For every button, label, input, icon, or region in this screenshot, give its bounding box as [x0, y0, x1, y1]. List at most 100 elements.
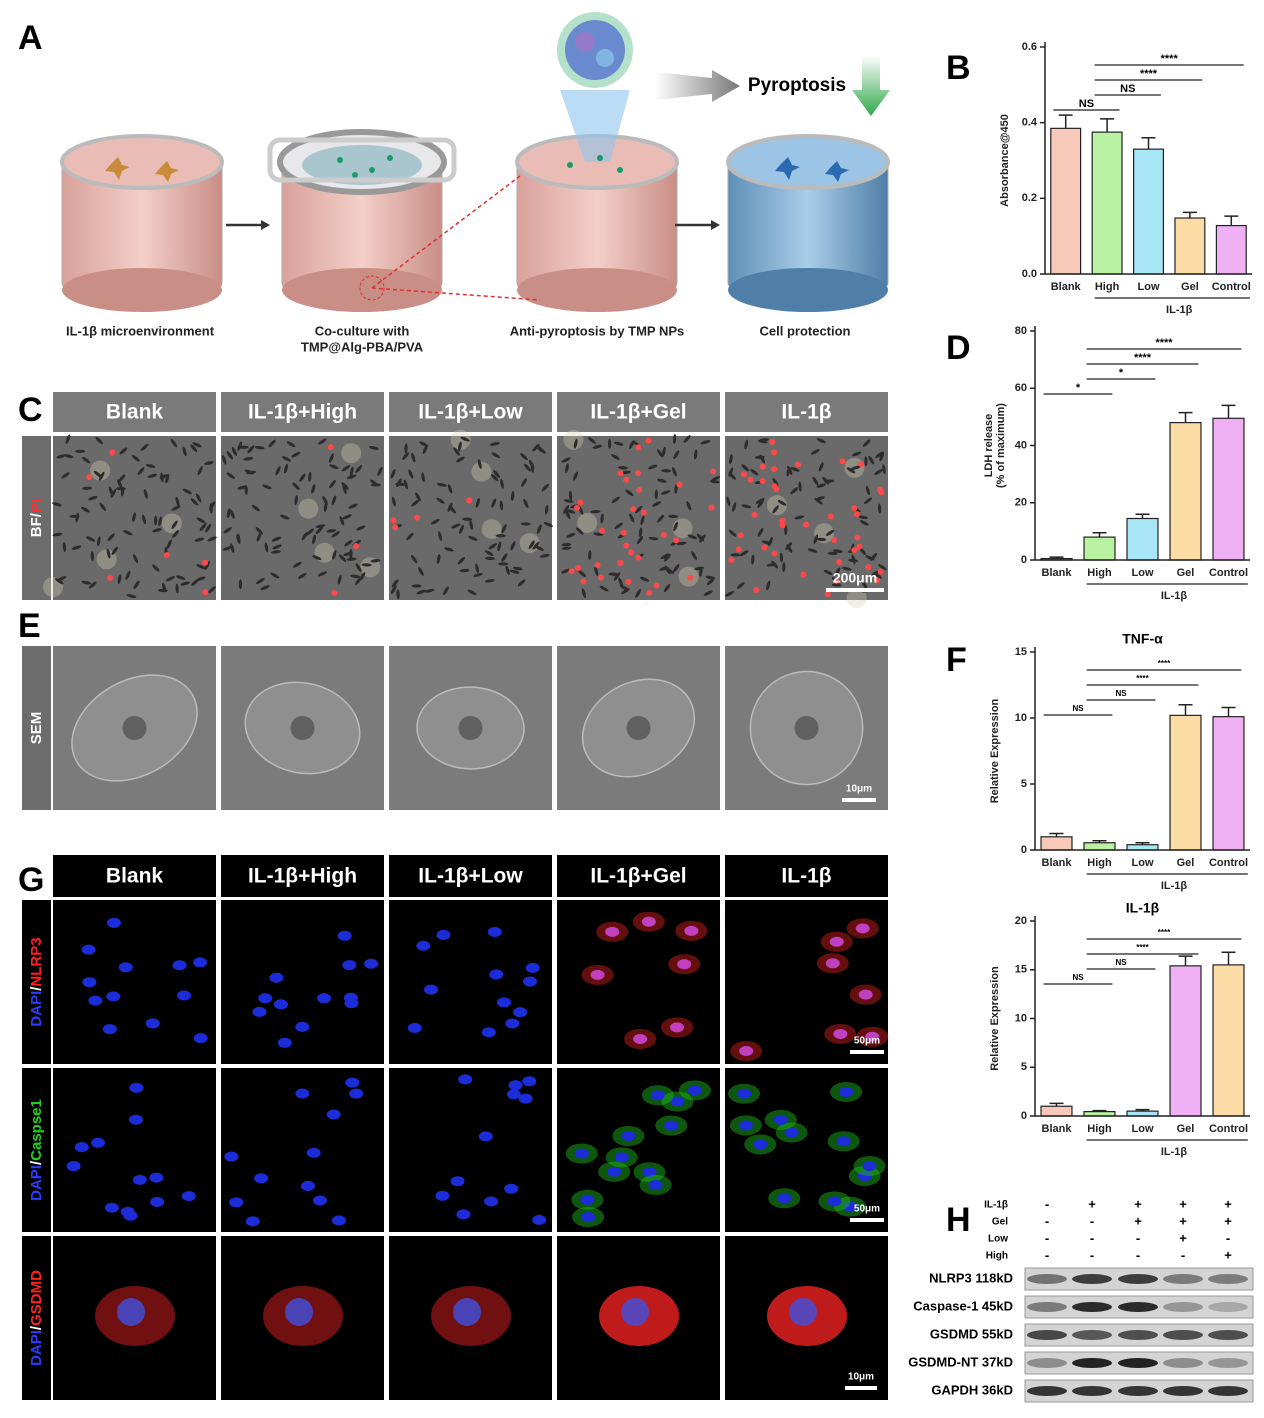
panel-label: A: [18, 19, 43, 57]
nucleus: [504, 1183, 519, 1194]
scale-bar-label: 10μm: [846, 784, 872, 795]
nucleus: [345, 1077, 360, 1088]
cell: [868, 455, 875, 465]
nucleus: [424, 984, 439, 995]
nucleus: [117, 1298, 145, 1326]
cell: [411, 584, 422, 588]
cell: [65, 434, 71, 444]
glow: [471, 461, 492, 482]
cell: [850, 465, 861, 470]
cell: [137, 467, 145, 475]
cell: [521, 478, 528, 487]
cell: [459, 524, 465, 534]
nucleus: [364, 958, 379, 969]
cell: [539, 553, 550, 558]
cell: [834, 567, 841, 577]
chart-title: IL-1β: [1126, 900, 1160, 916]
cell: [406, 532, 414, 541]
column-header-bg: [53, 392, 216, 432]
nucleus: [648, 1179, 663, 1190]
cell: [750, 468, 759, 476]
band: [1027, 1386, 1067, 1396]
condition-sign: -: [1090, 1247, 1094, 1262]
cell: [424, 588, 435, 593]
nucleus: [181, 1191, 196, 1202]
cell: [757, 527, 764, 537]
cell: [524, 463, 531, 472]
panel-label: C: [18, 391, 43, 429]
y-axis-label: Absorbance@450: [999, 114, 1011, 207]
condition-label: Low: [988, 1234, 1008, 1245]
nucleus: [81, 944, 96, 955]
pi-dot: [568, 568, 575, 575]
cell: [510, 541, 516, 551]
pi-dot: [392, 524, 399, 531]
cell: [705, 575, 716, 580]
significance-label: *: [1076, 382, 1081, 394]
nucleus: [129, 1082, 144, 1093]
condition-sign: +: [1134, 1213, 1142, 1228]
pi-dot: [653, 582, 660, 589]
cell: [131, 454, 140, 462]
cell: [231, 446, 238, 457]
row-label-part: SEM: [28, 712, 45, 745]
cell: [779, 552, 784, 563]
cell: [312, 534, 316, 545]
glow: [161, 513, 182, 534]
cell: [636, 536, 644, 545]
bar: [1040, 836, 1073, 851]
pi-dot: [833, 577, 840, 584]
band: [1118, 1330, 1158, 1340]
cell: [864, 456, 868, 467]
cell: [761, 540, 772, 545]
cell: [544, 504, 549, 515]
cell: [500, 478, 504, 489]
cell: [578, 570, 587, 577]
nucleus: [829, 936, 844, 947]
dish: [515, 90, 679, 312]
nucleus: [607, 1166, 622, 1177]
cell: [728, 529, 737, 537]
pi-dot: [573, 504, 580, 511]
glow: [481, 519, 502, 540]
pi-dot: [575, 565, 582, 572]
cell: [190, 444, 198, 453]
cell: [732, 502, 737, 512]
cell: [790, 487, 799, 495]
cell: [115, 487, 126, 491]
row-label: BF/PI: [28, 499, 45, 537]
cell: [264, 542, 269, 553]
nucleus: [590, 969, 605, 980]
cell: [176, 575, 186, 580]
cell: [152, 564, 160, 572]
condition-sign: -: [1090, 1230, 1094, 1245]
cell: [292, 482, 300, 490]
cell: [195, 493, 202, 503]
pi-dot: [577, 499, 584, 506]
cell: [499, 500, 504, 511]
glow: [766, 495, 787, 516]
nucleus: [642, 1167, 657, 1178]
cell: [581, 588, 586, 598]
cell: [693, 449, 698, 460]
cell: [430, 518, 440, 525]
dish: [60, 134, 224, 312]
cell: [575, 527, 584, 535]
cell: [665, 567, 674, 574]
pi-dot: [599, 527, 606, 534]
cell: [620, 470, 631, 475]
cell: [498, 562, 509, 566]
nucleus: [687, 1085, 702, 1096]
row-label-bg: [22, 900, 51, 1064]
x-tick-label: Control: [1209, 1123, 1248, 1135]
bar: [1174, 217, 1206, 275]
pi-dot: [779, 517, 786, 524]
bar: [1169, 714, 1202, 851]
zoom-circle: [359, 275, 385, 301]
nucleus: [252, 1006, 267, 1017]
cell: [813, 534, 819, 544]
cell: [119, 447, 128, 455]
significance-label: NS: [1120, 83, 1135, 95]
cell: [346, 557, 357, 561]
